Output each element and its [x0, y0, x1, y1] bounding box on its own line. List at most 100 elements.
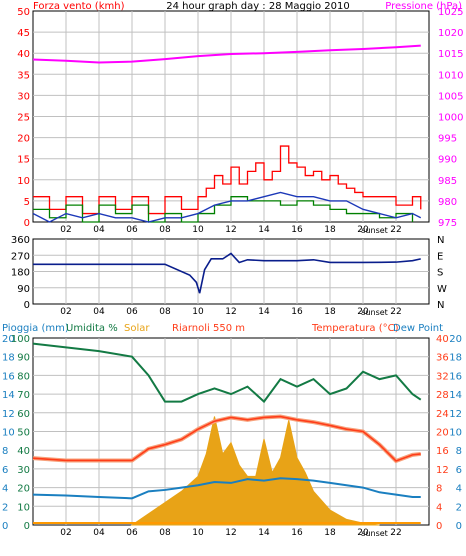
x-tick-label: 04: [93, 528, 105, 538]
humidity-y-tick: 50: [17, 428, 30, 439]
sunset-label: sunset: [361, 529, 388, 538]
wind-y-tick: 50: [17, 7, 30, 18]
temperature-y-tick: 40: [436, 334, 449, 345]
solar-area-fill: [130, 416, 380, 526]
direction-y-tick: 270: [11, 251, 30, 262]
pressure-y-tick: 1010: [438, 70, 463, 81]
humidity-y-tick: 40: [17, 446, 30, 457]
temperature-y-tick: 16: [436, 446, 449, 457]
dewpoint-y-tick: 20: [449, 334, 462, 345]
temperature-y-tick: 32: [436, 371, 449, 382]
wind-y-tick: 0: [24, 218, 30, 229]
pressure-y-tick: 1020: [438, 28, 463, 39]
humidity-y-tick: 30: [17, 465, 30, 476]
x-tick-label: 08: [159, 307, 171, 317]
compass-label: E: [437, 251, 443, 262]
x-tick-label: 18: [324, 307, 336, 317]
wind-y-tick: 15: [17, 155, 30, 166]
pressure-title: Pressione (hPa): [385, 1, 462, 12]
wind-y-tick: 10: [17, 176, 30, 187]
direction-line: [33, 252, 421, 294]
compass-label: S: [437, 268, 443, 279]
dewpoint-y-tick: 14: [449, 390, 462, 401]
x-tick-label: 14: [258, 528, 270, 538]
pressure-y-tick: 1000: [438, 113, 463, 124]
x-tick-label: 08: [159, 225, 171, 235]
rain-y-tick: 14: [2, 390, 15, 401]
x-tick-label: 16: [291, 225, 303, 235]
pressure-y-tick: 980: [438, 197, 457, 208]
station-label: Riarnoli 550 m: [172, 323, 245, 334]
rain-y-tick: 6: [2, 465, 8, 476]
x-tick-label: 20: [357, 528, 369, 538]
compass-label: W: [437, 284, 447, 295]
wind-y-tick: 40: [17, 49, 30, 60]
humidity-y-tick: 0: [24, 521, 30, 532]
dewpoint-label: Dew Point: [393, 323, 443, 334]
humidity-line: [32, 342, 422, 404]
x-tick-label: 20: [357, 225, 369, 235]
wind-y-tick: 30: [17, 91, 30, 102]
temperature-y-tick: 36: [436, 353, 449, 364]
rain-y-tick: 10: [2, 428, 15, 439]
x-tick-label: 10: [192, 225, 204, 235]
sunset-label: sunset: [361, 308, 388, 317]
wind-y-tick: 5: [24, 197, 30, 208]
x-tick-label: 12: [225, 528, 236, 538]
x-tick-label: 18: [324, 225, 336, 235]
x-tick-label: 22: [390, 528, 401, 538]
dewpoint-line: [32, 477, 421, 500]
wind-y-tick: 20: [17, 134, 30, 145]
rain-y-tick: 4: [2, 484, 8, 495]
x-tick-label: 02: [60, 528, 71, 538]
humidity-y-tick: 70: [17, 390, 30, 401]
rain-y-tick: 2: [2, 502, 8, 513]
temperature-y-tick: 20: [436, 428, 449, 439]
x-tick-label: 14: [258, 225, 270, 235]
x-tick-label: 02: [60, 225, 71, 235]
temperature-y-tick: 4: [436, 502, 442, 513]
direction-y-tick: 360: [11, 235, 30, 246]
pressure-y-tick: 995: [438, 134, 457, 145]
x-tick-label: 02: [60, 307, 71, 317]
dewpoint-y-tick: 10: [449, 428, 462, 439]
x-tick-label: 10: [192, 307, 204, 317]
wind-mean-line: [32, 191, 422, 223]
x-tick-label: 14: [258, 307, 270, 317]
temperature-y-tick: 24: [436, 409, 449, 420]
dewpoint-y-tick: 18: [449, 353, 462, 364]
direction-y-tick: 0: [24, 300, 30, 311]
humidity-y-tick: 60: [17, 409, 30, 420]
pressure-y-tick: 1025: [438, 7, 463, 18]
x-tick-label: 10: [192, 528, 204, 538]
pressure-y-tick: 990: [438, 155, 457, 166]
pressure-y-tick: 975: [438, 218, 457, 229]
rain-y-tick: 20: [2, 334, 15, 345]
rain-label: Pioggia (mm): [2, 323, 69, 334]
x-tick-label: 08: [159, 528, 171, 538]
temperature-y-tick: 12: [436, 465, 449, 476]
sunset-label: sunset: [361, 226, 388, 235]
x-tick-label: 06: [126, 225, 138, 235]
pressure-line: [32, 44, 421, 64]
humidity-y-tick: 80: [17, 371, 30, 382]
rain-y-tick: 8: [2, 446, 8, 457]
x-tick-label: 06: [126, 307, 138, 317]
humidity-y-tick: 100: [11, 334, 30, 345]
humidity-label: Umidita %: [66, 323, 118, 334]
x-tick-label: 04: [93, 307, 105, 317]
wind-speed-title: Forza vento (kmh): [33, 1, 125, 12]
dewpoint-y-tick: 8: [456, 446, 462, 457]
temperature-label: Temperatura (°C): [311, 323, 399, 334]
x-tick-label: 16: [291, 528, 303, 538]
direction-y-tick: 180: [11, 268, 30, 279]
rain-y-tick: 18: [2, 353, 15, 364]
x-tick-label: 06: [126, 528, 138, 538]
dewpoint-y-tick: 6: [456, 465, 462, 476]
humidity-y-tick: 20: [17, 484, 30, 495]
dewpoint-y-tick: 2: [456, 502, 462, 513]
x-tick-label: 20: [357, 307, 369, 317]
rain-y-tick: 0: [2, 521, 8, 532]
